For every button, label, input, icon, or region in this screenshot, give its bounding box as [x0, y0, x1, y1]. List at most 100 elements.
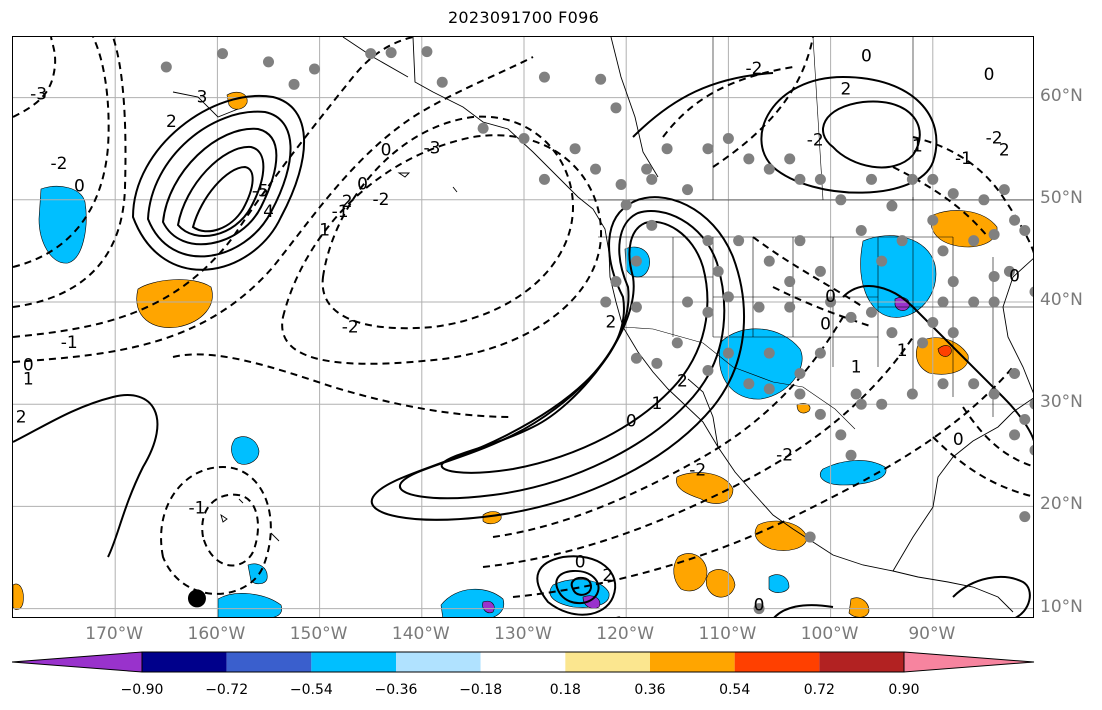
- station-dot: [1003, 265, 1015, 277]
- colorbar-tick-label: −0.72: [205, 682, 249, 698]
- latitude-tick-label: 30°N: [1040, 392, 1083, 413]
- colorbar-tick-label: 0.72: [803, 682, 835, 698]
- station-dot: [978, 194, 990, 206]
- station-dot: [1019, 224, 1031, 236]
- contour-label: 0: [23, 355, 34, 375]
- station-dot: [651, 357, 663, 369]
- station-dot: [845, 311, 857, 323]
- contour-label: 0: [861, 47, 872, 67]
- station-dot: [968, 235, 980, 247]
- station-dot: [794, 235, 806, 247]
- negative-contour: [492, 316, 844, 538]
- station-dot: [886, 327, 898, 339]
- station-dot: [937, 296, 949, 308]
- shaded-anomaly-region: [38, 186, 87, 264]
- station-dot: [569, 143, 581, 155]
- shaded-anomaly-region: [582, 595, 601, 609]
- shaded-anomaly-region: [13, 583, 24, 610]
- latitude-tick-label: 60°N: [1040, 85, 1083, 106]
- positive-contour: [176, 145, 265, 237]
- colorbar-extend-low: [12, 651, 143, 673]
- station-dot: [641, 163, 653, 175]
- station-dot: [1029, 445, 1033, 456]
- station-dot: [421, 46, 433, 58]
- station-dot: [814, 173, 826, 185]
- station-dot: [722, 291, 734, 303]
- colorbar-segment: [480, 652, 566, 672]
- colorbar-tick-label: −0.36: [374, 682, 418, 698]
- station-dot: [927, 173, 939, 185]
- station-dot: [646, 219, 658, 231]
- station-dot: [917, 337, 929, 349]
- contour-label: 1: [912, 137, 923, 157]
- station-dot: [661, 143, 673, 155]
- contour-label: 0: [74, 177, 85, 197]
- positive-contour: [822, 100, 921, 169]
- longitude-tick-label: 120°W: [596, 624, 655, 644]
- station-dot: [682, 184, 694, 196]
- shaded-anomaly-region: [440, 588, 505, 617]
- contour-label: 2: [999, 141, 1010, 161]
- positive-contour: [952, 576, 1031, 617]
- station-dot: [436, 76, 448, 88]
- contour-label: 4: [263, 202, 274, 222]
- contour-label: 3: [197, 88, 208, 108]
- station-dot: [590, 163, 602, 175]
- contour-label: -1: [608, 614, 625, 618]
- contour-label: -1: [955, 149, 972, 169]
- contour-label: 2: [16, 407, 27, 427]
- station-dot: [814, 408, 826, 420]
- longitude-tick-label: 130°W: [494, 624, 552, 644]
- negative-contour: [281, 134, 603, 365]
- station-dot: [385, 47, 397, 59]
- shaded-anomaly-layer: [13, 91, 998, 617]
- station-dot: [620, 199, 632, 211]
- station-dot: [906, 388, 918, 400]
- shaded-anomaly-region: [247, 563, 268, 585]
- station-dot: [794, 388, 806, 400]
- shaded-anomaly-region: [705, 569, 736, 598]
- station-dot: [794, 173, 806, 185]
- contour-label: 0: [984, 65, 995, 85]
- station-dots: [160, 46, 1033, 615]
- colorbar-outline: [141, 651, 905, 673]
- coastline: [687, 378, 719, 448]
- colorbar-segment: [565, 652, 650, 672]
- map-panel[interactable]: -3-20-101223-54-12010-2-3-2-12210-2-202-…: [12, 36, 1034, 618]
- station-dot: [865, 173, 877, 185]
- positive-contour: [760, 75, 938, 194]
- station-dot: [784, 276, 796, 288]
- black-marker-dot: [187, 589, 206, 608]
- shaded-anomaly-region: [136, 279, 213, 328]
- longitude-tick-label: 170°W: [85, 624, 144, 644]
- station-dot: [538, 173, 550, 185]
- colorbar-tick-label: 0.18: [549, 682, 581, 698]
- shaded-anomaly-region: [931, 210, 998, 248]
- negative-contour: [932, 436, 1033, 498]
- station-dot: [595, 73, 607, 85]
- contour-label: -1: [61, 333, 78, 353]
- contour-label: -2: [986, 128, 1003, 148]
- colorbar-segment: [650, 652, 735, 672]
- station-dot: [646, 173, 658, 185]
- colorbar-segment: [819, 652, 904, 672]
- shaded-anomaly-region: [848, 597, 870, 617]
- station-dot: [855, 224, 867, 236]
- forecast-map[interactable]: -3-20-101223-54-12010-2-3-2-12210-2-202-…: [13, 37, 1034, 618]
- station-dot: [784, 301, 796, 313]
- colorbar: [12, 651, 1035, 673]
- station-dot: [722, 347, 734, 359]
- station-dot: [477, 122, 489, 134]
- station-dot: [947, 327, 959, 339]
- station-dot: [937, 245, 949, 257]
- coastline: [452, 186, 458, 193]
- contour-label: 2: [166, 112, 177, 132]
- political-border: [622, 326, 856, 430]
- negative-contour: [201, 493, 259, 567]
- positive-contour: [191, 165, 254, 233]
- map-title: 2023091700 F096: [447, 8, 600, 27]
- colorbar-segment: [311, 652, 396, 672]
- negative-contour: [662, 66, 794, 138]
- contour-label: 1: [897, 341, 908, 361]
- station-dot: [988, 296, 1000, 308]
